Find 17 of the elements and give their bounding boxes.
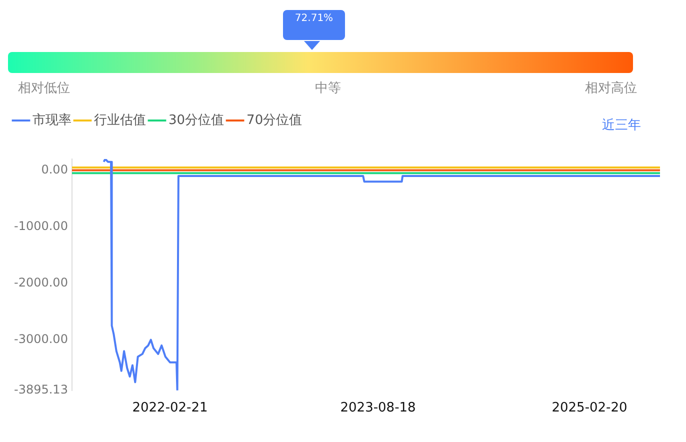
y-tick-label: -3000.00 xyxy=(14,332,68,346)
y-tick-label: -2000.00 xyxy=(14,275,68,290)
legend-label: 行业估值 xyxy=(94,112,146,128)
x-tick-label: 2022-02-21 xyxy=(132,400,208,416)
legend-label: 市现率 xyxy=(32,112,72,128)
text: 相对低位 xyxy=(18,80,70,97)
y-tick-label: 0.00 xyxy=(41,162,68,176)
text: 中等 xyxy=(315,80,341,97)
x-tick-label: 2023-08-18 xyxy=(340,400,416,416)
text: 72.71% xyxy=(283,10,345,40)
legend-label: 70分位值 xyxy=(246,112,302,128)
x-tick-label: 2025-02-20 xyxy=(552,400,628,416)
y-tick-label: -3895.13 xyxy=(14,382,68,397)
text: 相对高位 xyxy=(585,80,637,97)
legend-label: 30分位值 xyxy=(168,112,224,128)
text: 近三年 xyxy=(602,117,641,134)
y-tick-label: -1000.00 xyxy=(14,218,68,233)
